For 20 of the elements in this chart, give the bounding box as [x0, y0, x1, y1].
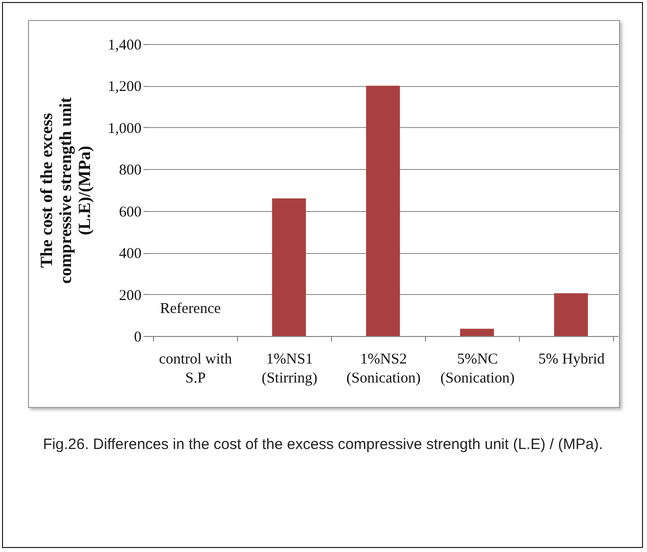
y-tick-label: 1,000	[108, 120, 142, 137]
bar	[366, 86, 400, 336]
y-tick-label: 800	[119, 162, 142, 179]
annotation: Reference	[160, 301, 222, 317]
y-tick-label: 600	[119, 204, 142, 220]
x-tick-label: 1%NS2 (Sonication)	[346, 352, 421, 386]
x-tick-label: 5%NC (Sonication)	[440, 352, 515, 386]
x-tick-label: 5% Hybrid	[538, 352, 606, 368]
y-tick-label: 1,400	[108, 38, 142, 54]
y-axis-title: The cost of the excess compressive strength unit (L.E)/(MPa)	[36, 96, 94, 284]
caption: Fig.26. Differences in the cost of the excess compressive strength unit (L.E) / (MPa).	[43, 435, 603, 455]
y-tick-label: 0	[134, 330, 142, 346]
bar	[554, 293, 588, 336]
x-tick-label: control with S.P	[159, 352, 232, 386]
y-tick-label: 200	[119, 288, 142, 304]
y-tick-label: 400	[119, 246, 142, 262]
x-tick-label: 1%NS1 (Stirring)	[262, 352, 318, 386]
bar	[272, 198, 306, 336]
y-tick-label: 1,200	[108, 79, 142, 96]
bar	[460, 328, 494, 336]
